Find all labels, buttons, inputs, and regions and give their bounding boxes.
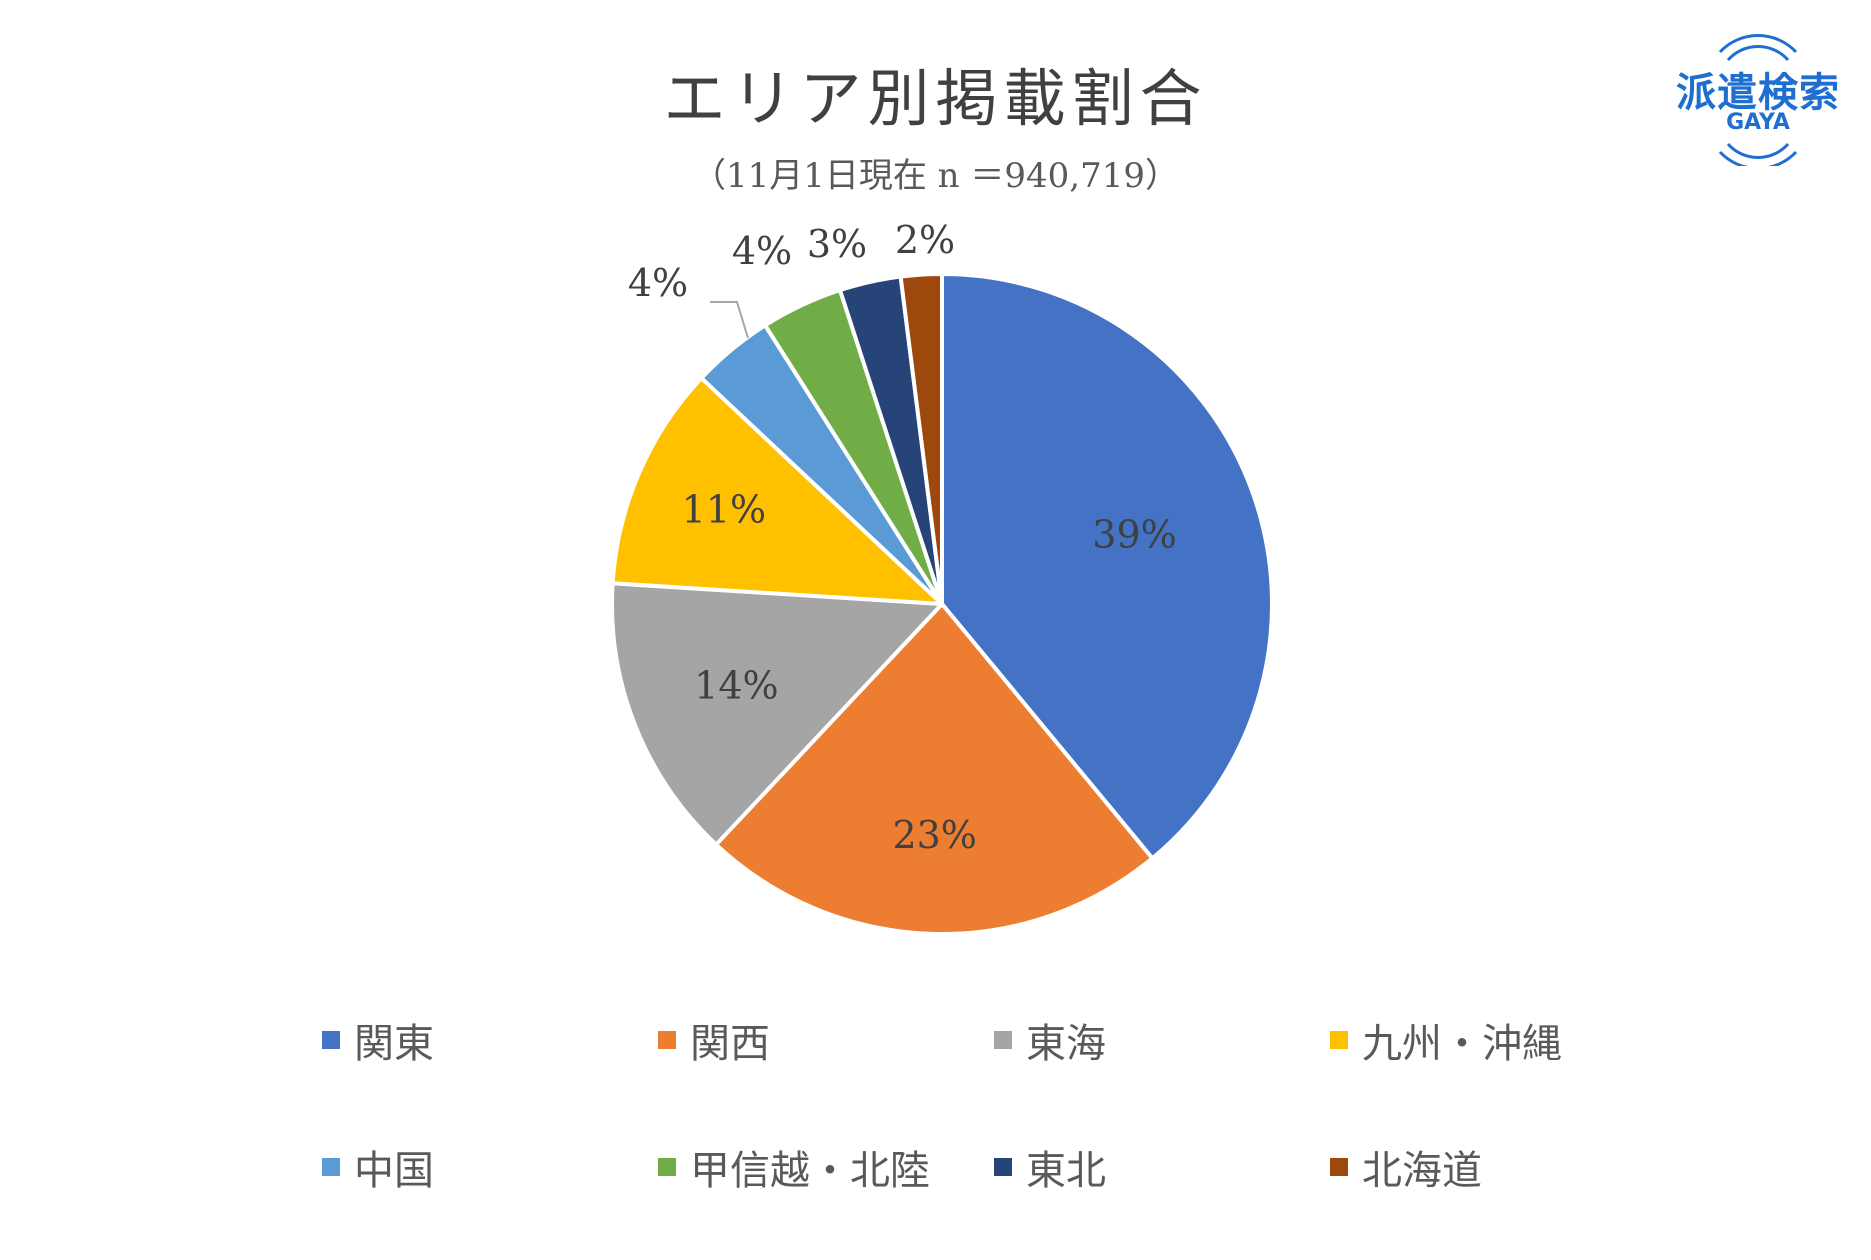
data-label-3: 14% bbox=[694, 663, 778, 707]
legend-swatch bbox=[658, 1158, 676, 1176]
legend-label: 甲信越・北陸 bbox=[690, 1148, 930, 1194]
chart-subtitle: （11月1日現在 n ＝940,719） bbox=[691, 156, 1179, 196]
legend-item-8: 北海道 bbox=[1330, 1137, 1482, 1197]
logo-text: 派遣検索 bbox=[1676, 70, 1840, 116]
pie-slice-2 bbox=[714, 602, 1155, 936]
legend-swatch bbox=[322, 1158, 340, 1176]
gaya-logo: 派遣検索 GAYA bbox=[1668, 26, 1848, 166]
legend-label: 九州・沖縄 bbox=[1362, 1021, 1562, 1067]
legend-label: 東北 bbox=[1026, 1148, 1106, 1194]
legend-swatch bbox=[1330, 1158, 1348, 1176]
legend-item-2: 関西 bbox=[658, 1010, 770, 1070]
legend-swatch bbox=[658, 1031, 676, 1049]
legend-label: 関東 bbox=[354, 1021, 434, 1067]
legend-item-6: 甲信越・北陸 bbox=[658, 1137, 930, 1197]
data-label-8: 2% bbox=[895, 218, 955, 262]
data-label-6: 4% bbox=[732, 229, 792, 273]
legend-item-5: 中国 bbox=[322, 1137, 434, 1197]
legend-swatch bbox=[1330, 1031, 1348, 1049]
legend-swatch bbox=[322, 1031, 340, 1049]
pie-slice-3 bbox=[610, 581, 944, 847]
data-label-2: 23% bbox=[892, 813, 976, 857]
legend-label: 東海 bbox=[1026, 1021, 1106, 1067]
logo-arcs-icon bbox=[1718, 34, 1798, 166]
legend-label: 北海道 bbox=[1362, 1148, 1482, 1194]
legend-swatch bbox=[994, 1031, 1012, 1049]
pie-chart: 39% 23% 14% 11% 4% 4% 3% 2% bbox=[610, 218, 1274, 936]
legend-swatch bbox=[994, 1158, 1012, 1176]
data-label-7: 3% bbox=[807, 222, 867, 266]
chart-title: エリア別掲載割合 bbox=[663, 62, 1208, 135]
pie-slice-4 bbox=[610, 376, 944, 606]
data-label-5: 4% bbox=[628, 261, 688, 305]
legend-label: 関西 bbox=[690, 1021, 770, 1067]
pie-slice-1 bbox=[940, 272, 1274, 861]
logo-subtext: GAYA bbox=[1726, 110, 1790, 135]
legend-item-1: 関東 bbox=[322, 1010, 434, 1070]
legend-label: 中国 bbox=[354, 1148, 434, 1194]
legend-item-3: 東海 bbox=[994, 1010, 1106, 1070]
leader-line-5 bbox=[710, 301, 749, 339]
legend-item-4: 九州・沖縄 bbox=[1330, 1010, 1562, 1070]
pie-slice-8 bbox=[898, 272, 944, 606]
data-label-4: 11% bbox=[682, 488, 766, 532]
data-label-1: 39% bbox=[1092, 513, 1176, 557]
chart-legend: 関東 関西 東海 九州・沖縄中国 甲信越・北陸 東北 北海道 bbox=[322, 1010, 1662, 1250]
legend-item-7: 東北 bbox=[994, 1137, 1106, 1197]
